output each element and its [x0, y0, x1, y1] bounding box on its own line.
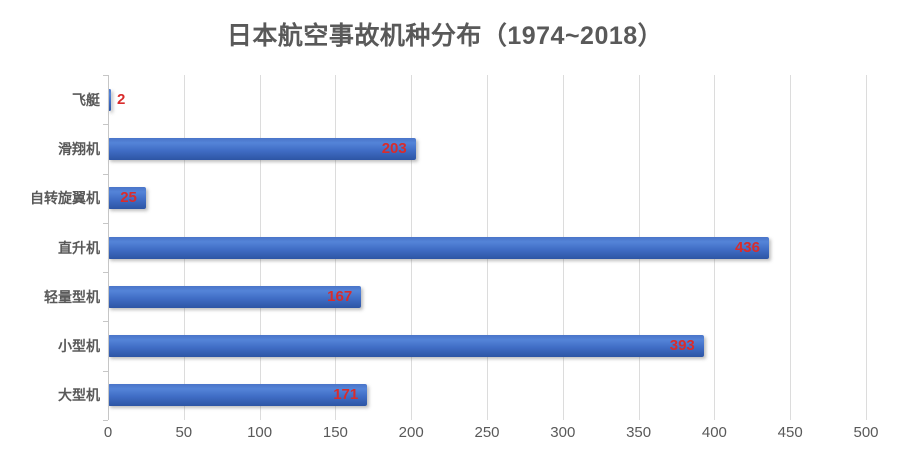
gridline-500: [866, 75, 867, 420]
bar-自转旋翼机: [108, 187, 146, 210]
value-label-大型机: 171: [333, 386, 359, 404]
x-tick-label-150: 150: [322, 424, 348, 441]
category-label-大型机: 大型机: [58, 387, 100, 404]
x-tick-label-500: 500: [853, 424, 879, 441]
category-label-小型机: 小型机: [58, 338, 100, 355]
y-axis-tick: [103, 370, 108, 372]
x-tick-label-250: 250: [474, 424, 500, 441]
category-label-滑翔机: 滑翔机: [58, 140, 100, 157]
x-tick-label-400: 400: [701, 424, 727, 441]
x-tick-label-50: 50: [175, 424, 193, 441]
x-tick-label-300: 300: [550, 424, 576, 441]
plot-area: 2 203 25 436 167 393 171: [108, 75, 867, 420]
y-axis-tick: [103, 75, 108, 76]
x-tick-label-200: 200: [398, 424, 424, 441]
x-tick-label-100: 100: [247, 424, 273, 441]
value-label-轻量型机: 167: [327, 287, 353, 305]
value-label-飞艇: 2: [117, 90, 126, 108]
value-label-直升机: 436: [734, 238, 760, 256]
chart-title: 日本航空事故机种分布（1974~2018）: [226, 22, 664, 50]
value-label-滑翔机: 203: [381, 139, 407, 157]
y-axis-tick: [103, 173, 108, 175]
y-axis-tick: [103, 420, 108, 421]
category-label-自转旋翼机: 自转旋翼机: [30, 190, 100, 207]
y-axis-category-labels: 飞艇滑翔机自转旋翼机直升机轻量型机小型机大型机: [0, 75, 100, 420]
x-tick-label-350: 350: [626, 424, 652, 441]
y-axis-tick: [103, 272, 108, 274]
value-label-小型机: 393: [669, 337, 695, 355]
x-axis-tick-labels: 0 50 100 150 200 250 300 350 400 450 500: [104, 424, 879, 444]
y-axis-tick: [103, 222, 108, 224]
category-label-飞艇: 飞艇: [72, 91, 100, 108]
bar-飞艇: [108, 88, 112, 111]
bar-大型机: [108, 384, 368, 407]
bar-小型机: [108, 335, 704, 358]
y-axis-line: [103, 75, 109, 421]
bar-滑翔机: [108, 137, 416, 160]
category-label-轻量型机: 轻量型机: [44, 288, 100, 305]
y-axis-tick: [103, 321, 108, 323]
category-label-直升机: 直升机: [58, 239, 100, 256]
y-axis-tick: [103, 124, 108, 126]
bar-直升机: [108, 236, 769, 259]
gridline-450: [790, 75, 792, 420]
value-label-自转旋翼机: 25: [120, 189, 137, 207]
x-tick-label-0: 0: [103, 424, 113, 441]
bar-轻量型机: [108, 285, 362, 308]
x-tick-label-450: 450: [777, 424, 803, 441]
